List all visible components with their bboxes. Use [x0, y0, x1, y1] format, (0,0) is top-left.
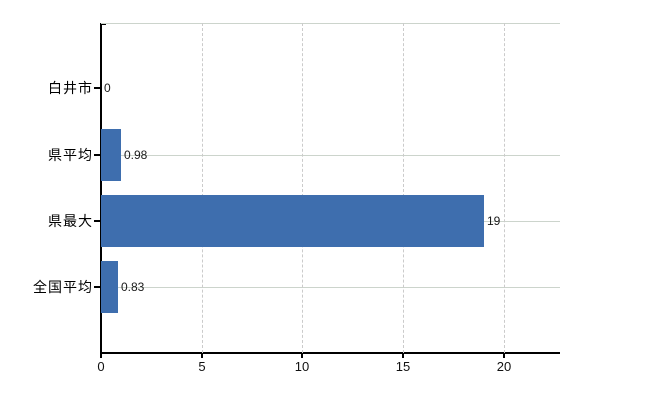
x-tick-mark — [402, 353, 404, 358]
row-gridline — [101, 287, 560, 288]
x-tick-label: 0 — [97, 359, 105, 374]
x-tick-mark — [503, 353, 505, 358]
vertical-gridline — [302, 23, 303, 353]
category-tick-mark — [94, 87, 101, 89]
value-label: 0 — [104, 81, 111, 95]
category-label: 県最大 — [48, 213, 93, 229]
bar-ken-saidai — [101, 195, 484, 247]
plot-area: 0 0.98 19 0.83 — [101, 23, 560, 353]
vertical-gridline — [202, 23, 203, 353]
row-gridline — [101, 23, 560, 24]
x-tick-mark — [100, 353, 102, 358]
value-label: 0.98 — [124, 148, 148, 162]
vertical-gridline — [403, 23, 404, 353]
bar-ken-heikin — [101, 129, 121, 181]
x-tick-label: 15 — [395, 359, 411, 374]
row-gridline — [101, 155, 560, 156]
value-axis-line — [100, 352, 560, 354]
x-tick-mark — [201, 353, 203, 358]
value-label: 19 — [487, 214, 501, 228]
x-tick-label: 20 — [496, 359, 512, 374]
category-tick-mark — [94, 220, 101, 222]
category-label: 県平均 — [48, 147, 93, 163]
category-axis-line — [100, 23, 102, 353]
bar-zenkoku-heikin — [101, 261, 118, 313]
category-label: 全国平均 — [33, 279, 93, 295]
x-tick-label: 5 — [198, 359, 206, 374]
category-tick-mark — [94, 286, 101, 288]
category-tick-mark — [94, 154, 101, 156]
value-label: 0.83 — [121, 280, 145, 294]
x-tick-mark — [301, 353, 303, 358]
x-tick-label: 10 — [294, 359, 310, 374]
category-axis-top-tick — [100, 23, 106, 25]
vertical-gridline — [504, 23, 505, 353]
category-label: 白井市 — [48, 80, 93, 96]
